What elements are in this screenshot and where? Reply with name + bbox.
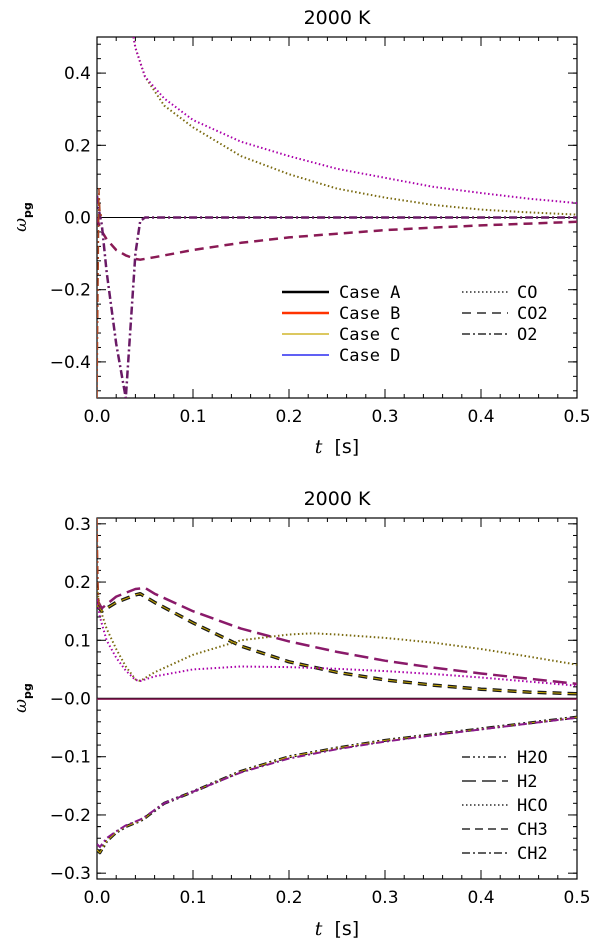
legend-species-label: CH2	[517, 844, 548, 864]
y-tick-label: 0.3	[64, 515, 91, 535]
series-line	[97, 593, 577, 695]
series-line	[97, 591, 577, 696]
y-tick-label: −0.0	[50, 690, 91, 710]
y-tick-label: −0.2	[50, 806, 91, 826]
legend-case-label: Case A	[339, 283, 400, 303]
x-tick-label: 0.1	[179, 888, 206, 908]
bottom-panel: 2000 K 0.0 0.1 0.2 0.3 0.4 0.5 0.3 0.2 0.1 −0.0 −0…	[11, 488, 591, 940]
clipped-series	[97, 37, 577, 398]
y-tick-label: −0.1	[50, 748, 91, 768]
top-panel: 2000 K 0.0 0.1 0.2 0.3 0.4 0.5 0.4 0.2 0.0 −0.2 −0…	[11, 7, 591, 458]
series-line	[97, 716, 577, 848]
top-series-group	[97, 37, 577, 398]
legend-species-label: O2	[517, 325, 537, 345]
x-tick-label: 0.0	[83, 888, 110, 908]
x-tick-label: 0.4	[467, 888, 494, 908]
y-tick-label: 0.2	[64, 573, 91, 593]
x-tick-label: 0.5	[563, 888, 590, 908]
bottom-axis-ticks: 0.0 0.1 0.2 0.3 0.4 0.5 0.3 0.2 0.1 −0.0 −0.1 −0.2 −…	[50, 515, 591, 908]
top-x-axis-label: t [s]	[315, 436, 359, 458]
legend-species-label: CO2	[517, 304, 548, 324]
legend-case-label: Case C	[339, 325, 400, 345]
series-line	[97, 587, 577, 682]
x-tick-label: 0.4	[467, 407, 494, 427]
series-line	[97, 187, 103, 398]
series-line	[97, 715, 577, 855]
x-tick-label: 0.5	[563, 407, 590, 427]
series-line	[97, 716, 577, 854]
series-line	[97, 195, 577, 398]
x-tick-label: 0.2	[275, 888, 302, 908]
clipped-series	[97, 518, 577, 855]
series-line	[97, 586, 577, 686]
top-y-axis-label: ωpg	[11, 202, 34, 232]
legend-species-label: CH3	[517, 820, 548, 840]
x-tick-label: 0.2	[275, 407, 302, 427]
legend-species-label: H2	[517, 772, 537, 792]
series-line	[97, 217, 577, 261]
series-line	[132, 37, 577, 205]
bottom-x-axis-label: t [s]	[315, 918, 359, 940]
bottom-panel-title: 2000 K	[304, 488, 371, 510]
series-line	[132, 37, 577, 216]
y-tick-label: 0.4	[64, 64, 91, 84]
y-tick-label: 0.1	[64, 631, 91, 651]
top-panel-title: 2000 K	[304, 7, 371, 29]
y-tick-label: 0.2	[64, 136, 91, 156]
bottom-series-group	[97, 518, 577, 855]
y-tick-label: −0.4	[50, 353, 91, 373]
bottom-legend: H2O H2 HCO CH3 CH2	[462, 748, 548, 864]
top-axis-ticks: 0.0 0.1 0.2 0.3 0.4 0.5 0.4 0.2 0.0 −0.2 −0.4	[50, 37, 591, 427]
legend-species-label: H2O	[517, 748, 548, 768]
legend-case-label: Case B	[339, 304, 400, 324]
y-tick-label: −0.3	[50, 864, 91, 884]
x-tick-label: 0.1	[179, 407, 206, 427]
legend-species-label: CO	[517, 283, 537, 303]
bottom-y-axis-label: ωpg	[11, 683, 34, 713]
legend-case-label: Case D	[339, 346, 400, 366]
x-tick-label: 0.3	[371, 407, 398, 427]
x-tick-label: 0.0	[83, 407, 110, 427]
x-tick-label: 0.3	[371, 888, 398, 908]
series-line	[97, 518, 100, 606]
y-tick-label: 0.0	[64, 209, 91, 229]
y-tick-label: −0.2	[50, 281, 91, 301]
legend-species-label: HCO	[517, 796, 548, 816]
